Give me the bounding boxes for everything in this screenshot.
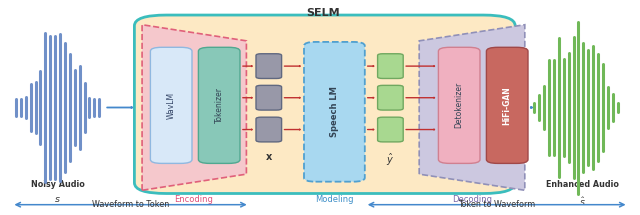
Text: SELM: SELM (307, 8, 340, 18)
Text: Noisy Audio: Noisy Audio (31, 180, 84, 189)
Text: $s$: $s$ (54, 195, 61, 204)
Text: Decoding: Decoding (452, 195, 492, 204)
Polygon shape (419, 25, 525, 190)
FancyBboxPatch shape (256, 85, 282, 110)
Text: Speech LM: Speech LM (330, 86, 339, 137)
Polygon shape (142, 25, 246, 190)
Text: Token to Waveform: Token to Waveform (458, 200, 535, 209)
Text: WavLM: WavLM (166, 92, 176, 119)
FancyBboxPatch shape (378, 117, 403, 142)
FancyBboxPatch shape (150, 47, 192, 163)
FancyBboxPatch shape (438, 47, 480, 163)
FancyBboxPatch shape (378, 54, 403, 78)
FancyBboxPatch shape (134, 15, 515, 194)
Text: Modeling: Modeling (315, 195, 353, 204)
FancyBboxPatch shape (256, 117, 282, 142)
Text: Tokenizer: Tokenizer (214, 87, 224, 123)
Text: Enhanced Audio: Enhanced Audio (546, 180, 619, 189)
FancyBboxPatch shape (198, 47, 240, 163)
FancyBboxPatch shape (486, 47, 528, 163)
Text: $\hat{y}$: $\hat{y}$ (387, 152, 394, 168)
Text: $\mathbf{x}$: $\mathbf{x}$ (265, 152, 273, 162)
Text: HiFi-GAN: HiFi-GAN (502, 86, 512, 125)
Text: Detokenizer: Detokenizer (454, 82, 464, 129)
FancyBboxPatch shape (378, 85, 403, 110)
FancyBboxPatch shape (304, 42, 365, 182)
Text: Waveform to Token: Waveform to Token (92, 200, 169, 209)
FancyBboxPatch shape (256, 54, 282, 78)
Text: Encoding: Encoding (175, 195, 213, 204)
Text: $\hat{s}$: $\hat{s}$ (579, 195, 586, 208)
